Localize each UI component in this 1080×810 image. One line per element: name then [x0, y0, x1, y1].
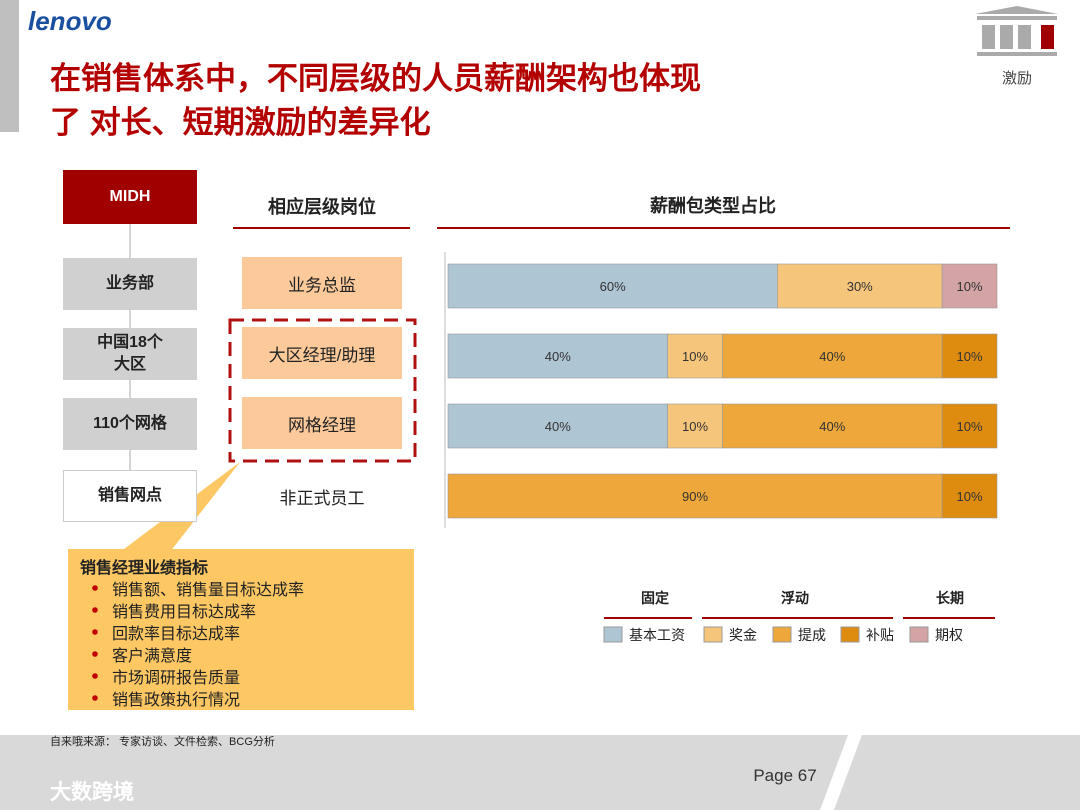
bar-segment — [777, 263, 943, 309]
bar-label: 60% — [599, 278, 626, 294]
bar-label: 10% — [956, 348, 983, 364]
callout-title: 销售经理业绩指标 — [80, 560, 209, 577]
bar-segment — [941, 333, 998, 379]
bar-label: 10% — [956, 488, 983, 504]
logo: lenovo — [28, 5, 112, 36]
watermark: 大数跨境 — [50, 781, 134, 804]
position-box: 大区经理/助理 — [242, 327, 402, 379]
bar-segment — [722, 333, 943, 379]
legend-swatch — [840, 626, 860, 643]
callout-item: 市场调研报告质量 — [112, 670, 241, 687]
page-number: Page 67 — [753, 766, 817, 785]
title-line: 在销售体系中，不同层级的人员薪酬架构也体现 — [50, 60, 701, 96]
legend-group: 浮动 — [781, 590, 809, 606]
legend-label: 提成 — [798, 627, 826, 643]
bar-segment — [667, 403, 723, 449]
column-header: 相应层级岗位 — [268, 197, 376, 217]
dashed-group — [228, 318, 417, 463]
legend-swatch — [703, 626, 723, 643]
bar-label: 40% — [819, 348, 846, 364]
bar-label: 40% — [819, 418, 846, 434]
bar-label: 30% — [846, 278, 873, 294]
org-node: MIDH — [63, 170, 197, 224]
bar-segment — [667, 333, 723, 379]
bar-label: 90% — [682, 488, 709, 504]
callout-item: 回款率目标达成率 — [112, 626, 241, 643]
footer-band — [0, 735, 1080, 810]
legend-label: 基本工资 — [629, 627, 685, 643]
bar-label: 10% — [682, 348, 709, 364]
bar-label: 10% — [956, 278, 983, 294]
bullet — [92, 651, 98, 657]
footer-stripe — [820, 735, 862, 810]
legend-swatch — [909, 626, 929, 643]
legend-group: 固定 — [641, 590, 669, 606]
legend-label: 期权 — [935, 627, 963, 643]
legend-label: 奖金 — [729, 627, 757, 643]
bar-label: 40% — [544, 418, 571, 434]
bar-segment — [941, 263, 998, 309]
bar-segment — [722, 403, 943, 449]
org-node: 销售网点 — [63, 470, 197, 522]
chart-title: 薪酬包类型占比 — [650, 196, 776, 216]
bar-segment — [941, 473, 998, 519]
bar-segment — [447, 473, 943, 519]
bar-segment — [447, 263, 778, 309]
bullet — [92, 673, 98, 679]
callout-box — [68, 549, 414, 710]
org-node: 110个网格 — [63, 398, 197, 450]
org-node: 中国18个大区 — [63, 328, 197, 380]
bullet — [92, 607, 98, 613]
bullet — [92, 585, 98, 591]
icon — [975, 6, 1058, 56]
icon-label: 激励 — [1001, 69, 1032, 87]
bar-segment — [447, 333, 668, 379]
bar-label: 10% — [956, 418, 983, 434]
callout-item: 客户满意度 — [112, 648, 193, 665]
bullet — [92, 629, 98, 635]
position-box: 网格经理 — [242, 397, 402, 449]
bullet — [92, 695, 98, 701]
position-box: 业务总监 — [242, 257, 402, 309]
callout-item: 销售政策执行情况 — [112, 692, 241, 709]
callout-item: 销售费用目标达成率 — [112, 604, 257, 621]
org-node: 业务部 — [63, 258, 197, 310]
side-bar — [0, 0, 19, 132]
legend-swatch — [603, 626, 623, 643]
position-label: 非正式员工 — [279, 488, 365, 508]
bar-segment — [941, 403, 998, 449]
source: 自来哦来源： 专家访谈、文件检索、BCG分析 — [50, 736, 275, 748]
legend-group: 长期 — [936, 590, 964, 606]
legend-label: 补贴 — [866, 627, 894, 643]
bar-label: 10% — [682, 418, 709, 434]
callout-item: 销售额、销售量目标达成率 — [112, 582, 305, 599]
title-line: 了 对长、短期激励的差异化 — [50, 104, 431, 140]
bar-label: 40% — [544, 348, 571, 364]
legend-swatch — [772, 626, 792, 643]
